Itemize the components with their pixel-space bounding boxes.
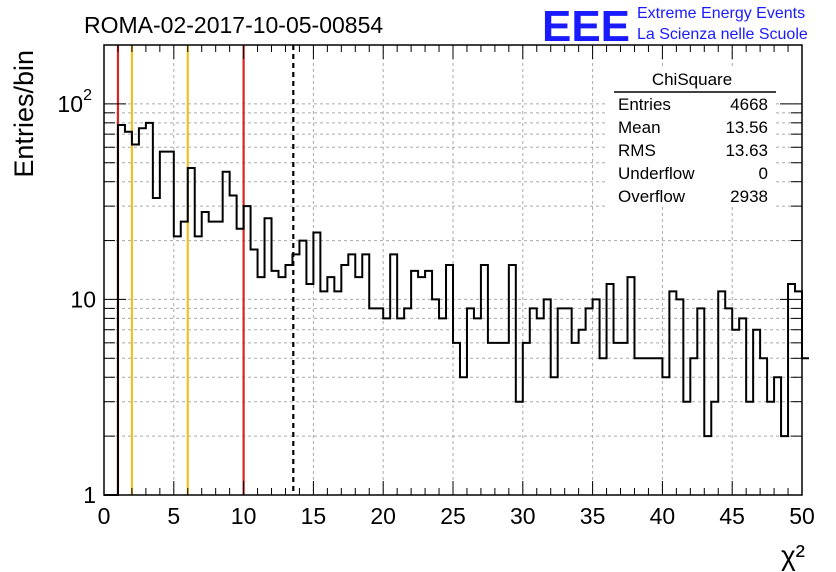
x-tick-label: 10 [231, 503, 257, 529]
y-axis-label: Entries/bin [9, 50, 39, 178]
x-tick-label: 30 [510, 503, 536, 529]
x-tick-label: 20 [370, 503, 396, 529]
stats-rows: Entries 4668 Mean 13.56 RMS 13.63 Underflow 0 Ov… [618, 95, 768, 206]
x-tick-label: 35 [580, 503, 606, 529]
x-tick-label: 15 [301, 503, 327, 529]
chart-title: ROMA-02-2017-10-05-00854 [84, 12, 383, 38]
x-axis-label: χ² [781, 540, 805, 571]
y-tick-label-exponent: 2 [83, 87, 92, 104]
stats-value: 2938 [730, 187, 768, 206]
x-tick-label: 50 [789, 503, 815, 529]
x-tick-label: 25 [440, 503, 466, 529]
axis-ticks [103, 44, 803, 496]
x-tick-label: 40 [650, 503, 676, 529]
stats-value: 13.56 [725, 118, 768, 137]
y-tick-label: 10 [57, 91, 83, 117]
stats-title: ChiSquare [652, 70, 732, 89]
eee-logo-mark: EEE [542, 2, 630, 51]
stats-box-background [606, 66, 776, 207]
x-tick-label: 0 [98, 503, 111, 529]
stats-box: ChiSquare Entries 4668 Mean 13.56 RMS 13.63 Un… [606, 66, 776, 207]
stats-value: 0 [759, 164, 768, 183]
x-tick-label: 5 [167, 503, 180, 529]
x-tick-labels: 0 5 10 15 20 25 30 35 40 45 50 [98, 503, 815, 529]
stats-label: Entries [618, 95, 671, 114]
stats-label: Underflow [618, 164, 695, 183]
eee-logo-line2: La Scienza nelle Scuole [637, 26, 808, 43]
stats-value: 13.63 [725, 141, 768, 160]
stats-label: Mean [618, 118, 661, 137]
eee-logo: EEE Extreme Energy Events La Scienza nel… [542, 2, 808, 51]
stats-value: 4668 [730, 95, 768, 114]
stats-label: RMS [618, 141, 656, 160]
eee-logo-line1: Extreme Energy Events [637, 5, 805, 22]
histogram-step [104, 121, 809, 496]
x-tick-label: 45 [719, 503, 745, 529]
stats-label: Overflow [618, 187, 686, 206]
y-tick-label: 10 [70, 286, 96, 312]
y-tick-label: 1 [83, 482, 96, 508]
